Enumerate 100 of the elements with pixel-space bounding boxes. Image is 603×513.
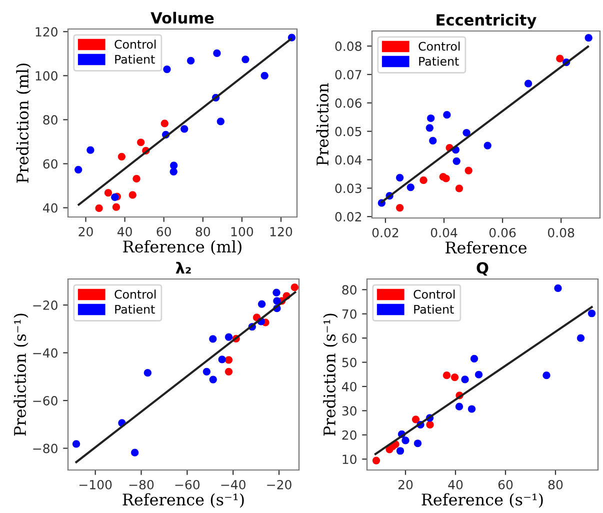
x-tick-label: 0.06 bbox=[489, 228, 516, 238]
point bbox=[209, 376, 217, 384]
y-tick-label: 80 bbox=[43, 115, 58, 125]
point bbox=[464, 166, 472, 174]
point bbox=[86, 146, 94, 154]
point bbox=[524, 80, 532, 88]
y-tick-label: 0.05 bbox=[335, 126, 362, 136]
point bbox=[258, 300, 266, 308]
point bbox=[396, 447, 404, 455]
x-tick-label: −20 bbox=[267, 480, 292, 490]
x-tick-label: 40 bbox=[117, 226, 132, 236]
point bbox=[461, 376, 469, 384]
point bbox=[396, 204, 404, 212]
point bbox=[442, 174, 450, 182]
x-tick-label: 0.02 bbox=[372, 228, 398, 238]
y-tick-label: −80 bbox=[33, 444, 58, 454]
legend-label: Patient bbox=[419, 56, 459, 66]
x-tick-label: 80 bbox=[548, 480, 563, 490]
point bbox=[443, 111, 451, 119]
point bbox=[556, 54, 564, 62]
point bbox=[216, 118, 224, 126]
y-tick-label: 100 bbox=[36, 71, 58, 81]
x-tick-label: −60 bbox=[175, 480, 200, 490]
point bbox=[273, 297, 281, 305]
point bbox=[542, 372, 550, 380]
y-tick-label: −20 bbox=[33, 300, 58, 310]
point bbox=[128, 191, 136, 199]
legend-label: Control bbox=[114, 40, 156, 49]
point bbox=[426, 420, 434, 429]
x-tick-label: 60 bbox=[498, 480, 513, 490]
point bbox=[396, 174, 404, 182]
point bbox=[402, 436, 410, 444]
point bbox=[412, 416, 420, 424]
legend-label: Control bbox=[418, 42, 460, 51]
x-tick-label: 80 bbox=[196, 226, 210, 236]
y-tick-label: 30 bbox=[342, 406, 356, 416]
point bbox=[588, 310, 596, 318]
point bbox=[224, 368, 233, 376]
x-tick-label: 120 bbox=[270, 226, 292, 236]
point bbox=[202, 368, 210, 376]
point bbox=[290, 284, 298, 292]
point bbox=[455, 402, 464, 410]
point bbox=[74, 166, 82, 174]
point bbox=[468, 405, 476, 413]
y-tick-label: 80 bbox=[342, 285, 356, 295]
point bbox=[576, 334, 585, 342]
x-tick-label: −100 bbox=[79, 480, 112, 490]
point bbox=[584, 34, 592, 42]
chart-title: Eccentricity bbox=[436, 14, 536, 29]
y-tick-label: 0.03 bbox=[335, 184, 362, 194]
y-tick-label: 20 bbox=[342, 430, 356, 440]
point bbox=[72, 440, 80, 448]
point bbox=[406, 184, 414, 192]
y-tick-label: 10 bbox=[342, 454, 356, 464]
point bbox=[144, 369, 152, 377]
point bbox=[470, 354, 478, 362]
point bbox=[170, 168, 178, 176]
x-tick-label: 40 bbox=[448, 480, 463, 490]
point bbox=[112, 203, 120, 211]
y-tick-label: 0.06 bbox=[335, 98, 362, 108]
y-tick-label: 70 bbox=[342, 309, 356, 319]
x-tick-label: 0.08 bbox=[548, 228, 574, 238]
point bbox=[372, 456, 380, 464]
y-tick-label: 60 bbox=[342, 334, 356, 343]
legend-label: Control bbox=[414, 290, 455, 299]
point bbox=[218, 356, 226, 364]
point bbox=[137, 138, 145, 146]
point bbox=[426, 124, 434, 132]
point bbox=[242, 56, 250, 64]
point bbox=[450, 373, 459, 382]
chart-title: Q bbox=[476, 262, 488, 276]
point bbox=[224, 356, 233, 364]
point bbox=[420, 176, 428, 184]
x-axis-title: Reference (ml) bbox=[123, 240, 242, 255]
point bbox=[455, 184, 464, 192]
point bbox=[104, 188, 112, 197]
y-tick-label: 40 bbox=[342, 382, 356, 392]
x-tick-label: 0.04 bbox=[430, 228, 458, 238]
y-tick-label: 0.07 bbox=[335, 70, 362, 80]
chart-title: λ₂ bbox=[176, 262, 191, 274]
legend-label: Patient bbox=[115, 54, 155, 64]
point bbox=[213, 49, 221, 58]
point bbox=[95, 204, 103, 212]
point bbox=[163, 65, 171, 74]
point bbox=[132, 174, 140, 182]
point bbox=[260, 72, 268, 80]
y-axis-title: Prediction (s⁻¹) bbox=[14, 314, 28, 436]
point bbox=[484, 142, 492, 150]
y-tick-label: 40 bbox=[42, 203, 58, 213]
point bbox=[427, 114, 435, 122]
point bbox=[118, 152, 126, 160]
y-axis-title: Prediction bbox=[316, 83, 329, 166]
legend-label: Control bbox=[114, 290, 156, 299]
point bbox=[209, 335, 217, 343]
point bbox=[554, 284, 562, 292]
point bbox=[224, 333, 233, 341]
point bbox=[170, 162, 178, 170]
legend-label: Patient bbox=[414, 304, 454, 314]
point bbox=[474, 370, 483, 378]
point bbox=[442, 372, 451, 380]
